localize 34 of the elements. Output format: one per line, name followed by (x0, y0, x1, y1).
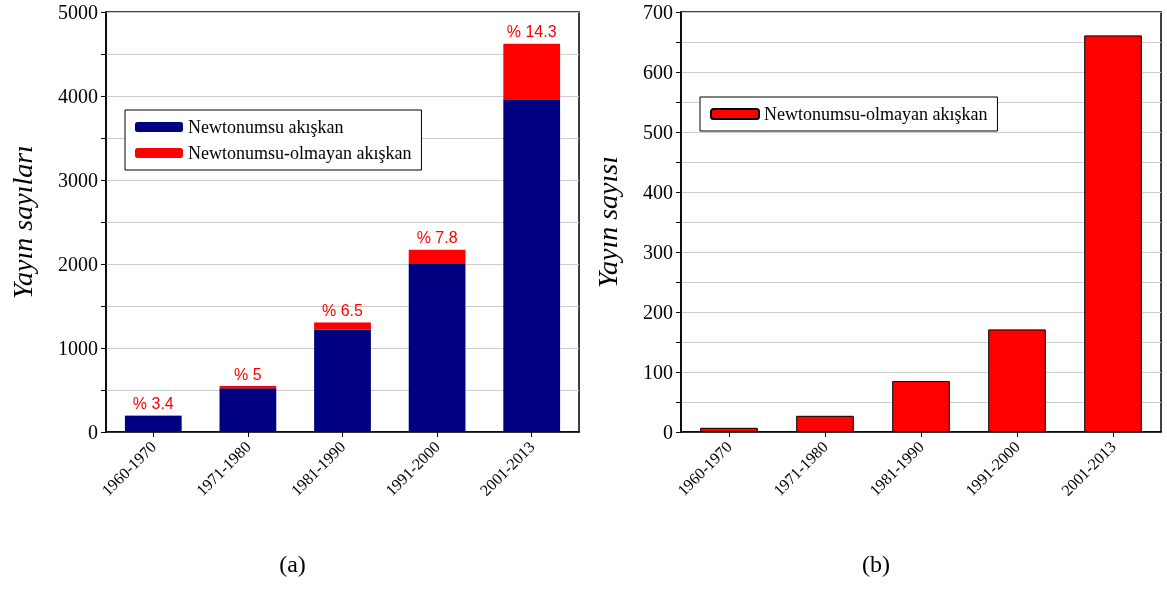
legend-label: Newtonumsu-olmayan akışkan (764, 104, 988, 124)
y-tick-label: 1000 (58, 337, 98, 359)
y-tick-label: 300 (643, 241, 673, 263)
y-axis-title: Yayın sayısı (591, 156, 623, 288)
y-tick-label: 5000 (58, 1, 98, 23)
y-axis-title: Yayın sayıları (6, 145, 38, 299)
annotation: % 7.8 (416, 229, 458, 247)
legend-label: Newtonumsu akışkan (188, 117, 344, 137)
text: (a) (279, 551, 306, 577)
bar (314, 329, 371, 432)
annotation: % 6.5 (322, 301, 364, 319)
y-tick-label: 600 (643, 61, 673, 83)
bar (408, 249, 466, 264)
bar (314, 322, 371, 330)
y-tick-label: 100 (643, 361, 673, 383)
y-tick-label: 400 (643, 181, 673, 203)
bar (503, 99, 561, 432)
bar (219, 388, 277, 432)
y-tick-label: 0 (88, 421, 98, 443)
y-tick-label: 0 (663, 421, 673, 443)
bar (408, 264, 466, 432)
bar (503, 43, 561, 100)
bar (124, 416, 182, 432)
y-tick-label: 3000 (58, 169, 98, 191)
y-tick-label: 2000 (58, 253, 98, 275)
annotation: % 3.4 (132, 394, 174, 412)
text: (b) (862, 551, 890, 577)
y-tick-label: 700 (643, 1, 673, 23)
legend-label: Newtonumsu-olmayan akışkan (188, 143, 412, 163)
y-tick-label: 200 (643, 301, 673, 323)
annotation: % 14.3 (506, 23, 557, 41)
y-tick-label: 4000 (58, 85, 98, 107)
annotation: % 5 (234, 365, 262, 383)
y-tick-label: 500 (643, 121, 673, 143)
